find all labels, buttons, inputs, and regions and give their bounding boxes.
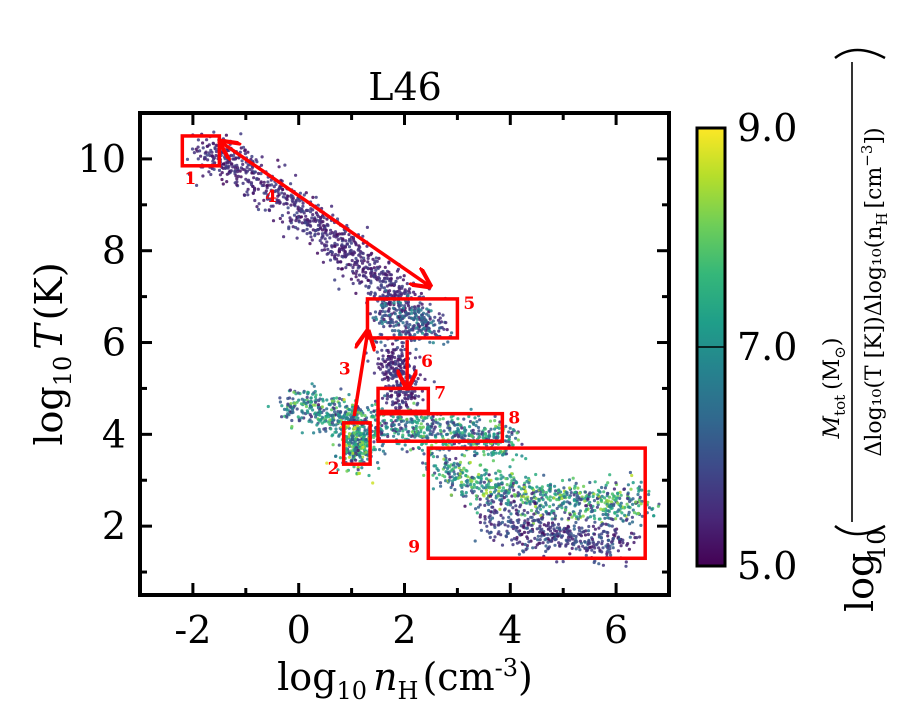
y-tick-labels: 2 4 6 8 10: [78, 137, 126, 548]
svg-text:Mtot(M⊙): Mtot(M⊙): [820, 338, 849, 440]
x-tick-label: -2: [174, 608, 211, 652]
region-label-7: 7: [434, 383, 446, 403]
arrow-label-6: 6: [421, 352, 433, 372]
region-label-9: 9: [408, 537, 420, 557]
x-tick-label: 0: [287, 608, 311, 652]
distribution-cold-tail: [473, 494, 642, 568]
x-tick-label: 2: [392, 608, 416, 652]
colorbar-ticks: 5.0 7.0 9.0: [697, 106, 797, 588]
arrow-3: [352, 333, 367, 417]
arrow-4: [222, 143, 428, 285]
distribution-cold-ridge: [421, 442, 661, 536]
evolution-arrows: 3 4 6: [222, 143, 433, 417]
y-tick-label: 8: [102, 229, 126, 273]
svg-text:log: log: [838, 553, 882, 612]
chart-title: L46: [368, 65, 442, 109]
colorbar-tick-label: 5.0: [737, 544, 797, 588]
region-box-5: [365, 297, 460, 340]
x-tick-label: 4: [498, 608, 522, 652]
arrow-label-4: 4: [265, 187, 277, 207]
y-axis-label: log10T(K): [27, 262, 77, 445]
plot-frame: [138, 111, 671, 597]
region-label-1: 1: [184, 169, 196, 189]
y-tick-label: 4: [102, 412, 126, 456]
y-tick-label: 10: [78, 137, 126, 181]
region-box-8: [376, 411, 505, 443]
svg-text:10: 10: [863, 529, 891, 560]
y-tick-label: 2: [102, 504, 126, 548]
region-label-8: 8: [508, 409, 520, 429]
colorbar-tick-label: 7.0: [737, 325, 797, 369]
colorbar-tick-label: 9.0: [737, 106, 797, 150]
distribution-warm-clump: [365, 289, 454, 351]
region-label-2: 2: [328, 459, 340, 479]
arrow-label-3: 3: [339, 360, 351, 380]
y-tick-label: 6: [102, 321, 126, 365]
region-boxes: 1 2 5 7 8 9: [180, 134, 647, 561]
distribution-transition-column: [364, 333, 436, 432]
region-box-9: [426, 446, 647, 561]
distribution-hot-branch: [185, 130, 431, 320]
x-axis-label: log10 nH (cm-3): [277, 654, 533, 705]
x-tick-labels: -2 0 2 4 6: [174, 608, 628, 652]
colorbar-label: log 10 Mtot(M⊙) Δlog₁₀(T [K])Δlog₁₀(nH[c…: [820, 48, 891, 612]
x-tick-label: 6: [604, 608, 628, 652]
phase-space-distribution: [185, 130, 661, 568]
region-box-2: [341, 421, 372, 466]
region-label-5: 5: [463, 294, 475, 314]
svg-text:Δlog₁₀(T [K])Δlog₁₀(nH[cm−3]): Δlog₁₀(T [K])Δlog₁₀(nH[cm−3]): [858, 127, 891, 456]
axis-ticks: [138, 111, 671, 595]
